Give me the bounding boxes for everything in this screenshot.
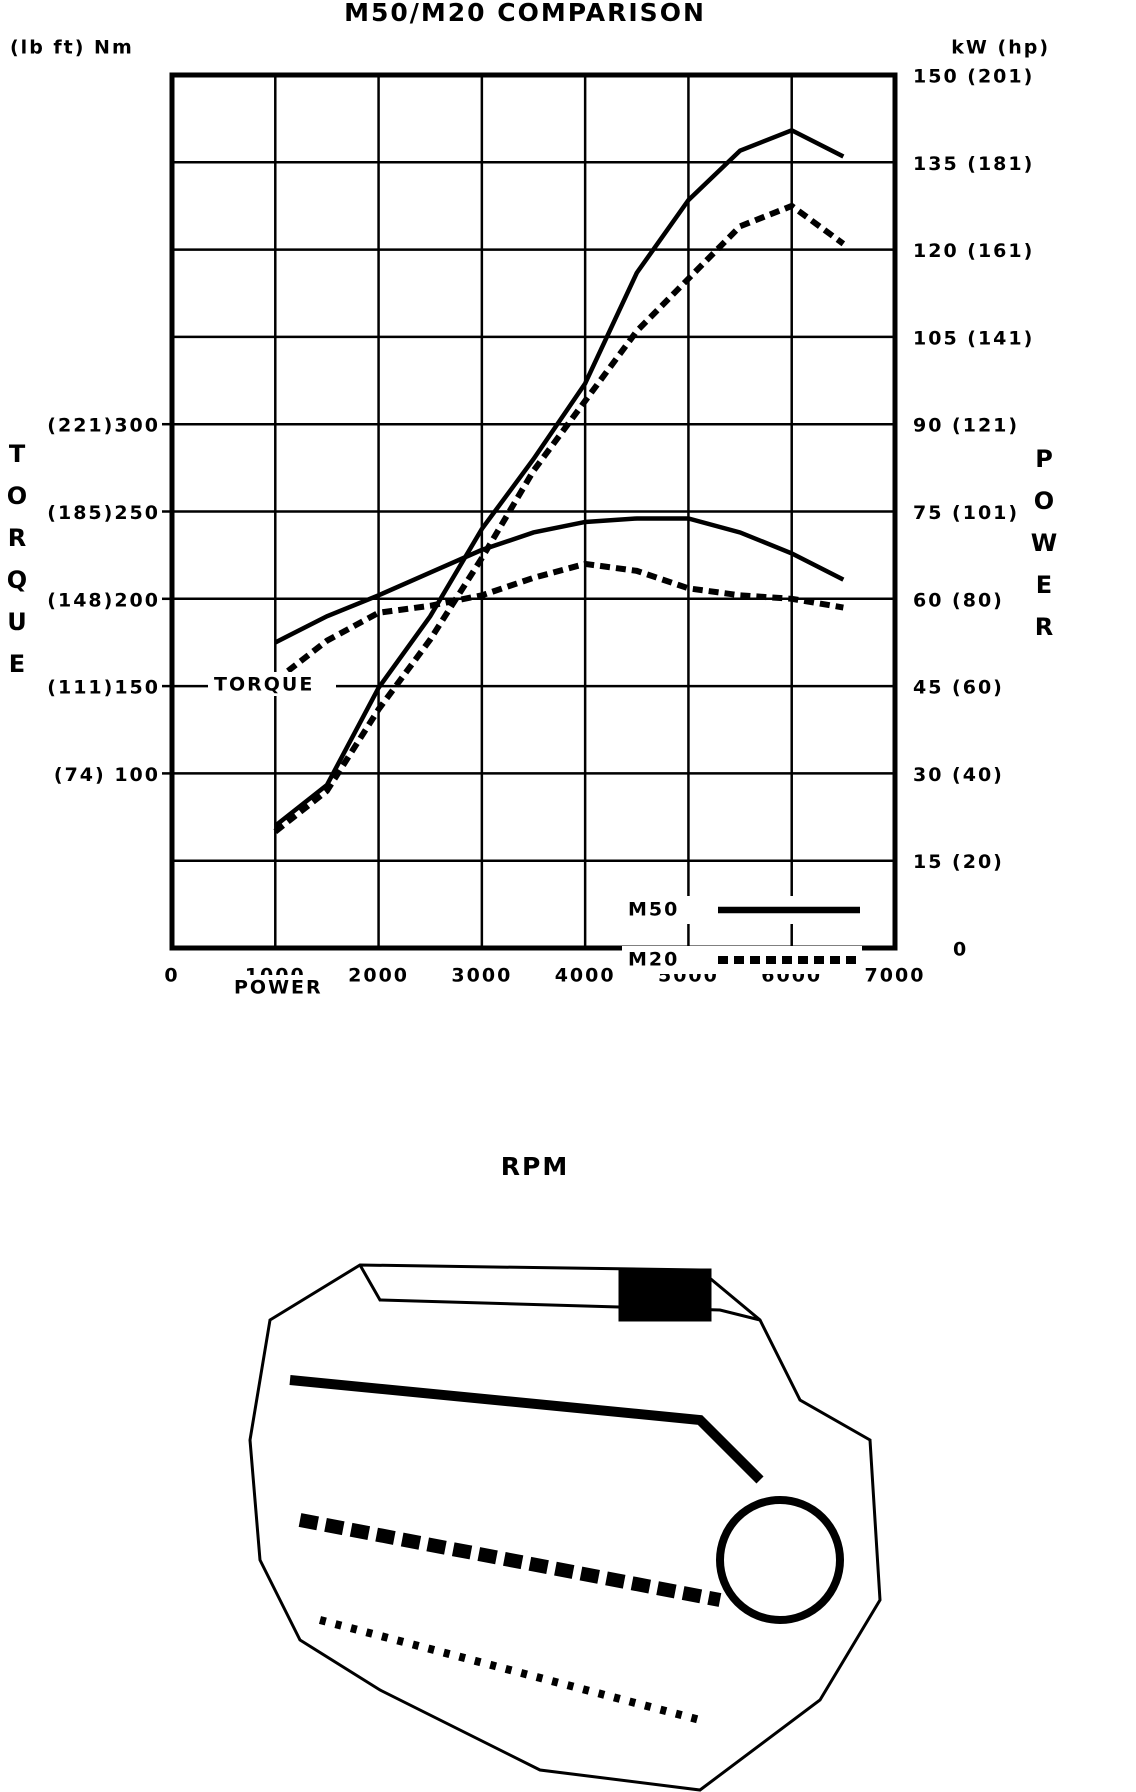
y2-tick-label: 60 (80) (913, 589, 1004, 611)
y2-tick-label: 150 (201) (913, 66, 1034, 88)
y-axis-title: TORQUE (3, 440, 31, 692)
x-tick-label: 0 (164, 965, 179, 987)
y-tick-label: (221)300 (47, 415, 160, 437)
y2-axis-title: POWER (1030, 445, 1058, 655)
y2-tick-label: 105 (141) (913, 327, 1034, 349)
annotation-bg (208, 672, 336, 696)
annotation: POWER (234, 977, 323, 999)
y2-tick-label: 30 (40) (913, 764, 1004, 786)
annotation: TORQUE (214, 674, 314, 696)
annotation-bg (228, 975, 348, 999)
y-unit-label: (lb ft) Nm (10, 37, 134, 59)
engine-illustration (248, 1263, 882, 1792)
y2-tick-label: 45 (60) (913, 677, 1004, 699)
torque-line (273, 560, 844, 684)
x-tick-label: 4000 (555, 965, 616, 987)
power-line (273, 127, 845, 828)
plot-frame (169, 72, 898, 951)
legend-label: M20 (628, 949, 679, 971)
x-tick-label: 3000 (451, 965, 512, 987)
y2-tick-label: 135 (181) (913, 153, 1034, 175)
x-axis-title: RPM (501, 1152, 569, 1181)
x-tick-label: 7000 (865, 965, 926, 987)
y2-tick-label: 120 (161) (913, 240, 1034, 262)
y-tick-label: (111)150 (47, 677, 160, 699)
y-tick-label: (74) 100 (54, 764, 160, 786)
chart-title: M50/M20 COMPARISON (344, 0, 706, 27)
y-tick-label: (148)200 (47, 589, 160, 611)
y2-tick-label: 0 (953, 939, 968, 961)
y2-unit-label: kW (hp) (951, 37, 1050, 59)
legend-label: M50 (628, 899, 679, 921)
torque-line (274, 516, 845, 645)
y2-tick-label: 15 (20) (913, 851, 1004, 873)
y2-tick-label: 75 (101) (913, 502, 1019, 524)
x-tick-label: 2000 (348, 965, 409, 987)
y2-tick-label: 90 (121) (913, 415, 1019, 437)
power-line (273, 202, 846, 834)
y-tick-label: (185)250 (47, 502, 160, 524)
